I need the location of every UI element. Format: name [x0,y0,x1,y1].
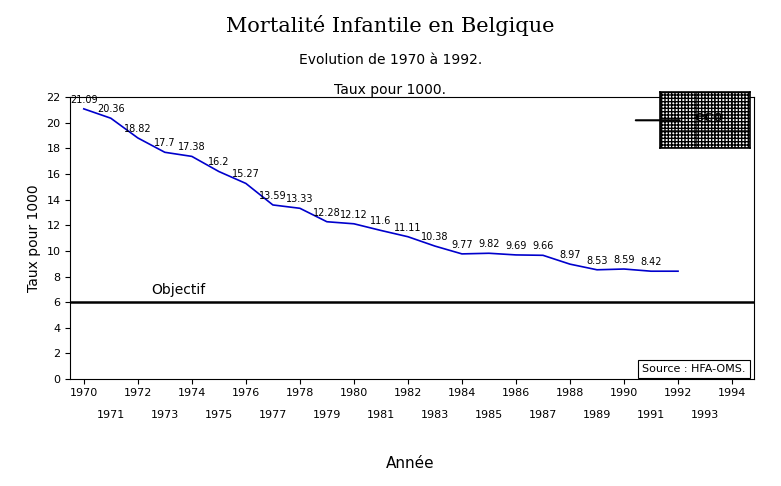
Text: 18.82: 18.82 [124,124,152,134]
Text: 1979: 1979 [312,410,341,419]
Text: 17.7: 17.7 [154,138,176,148]
Text: 13.59: 13.59 [259,191,287,201]
Text: 11.6: 11.6 [370,216,391,226]
Text: 20.36: 20.36 [97,104,125,114]
Text: Mortalité Infantile en Belgique: Mortalité Infantile en Belgique [226,15,555,35]
Y-axis label: Taux pour 1000: Taux pour 1000 [27,184,41,292]
Text: 10.38: 10.38 [421,232,449,242]
Text: 9.66: 9.66 [533,241,554,251]
Text: Année: Année [386,456,434,471]
Text: 9.82: 9.82 [478,239,500,249]
Text: 1989: 1989 [583,410,612,419]
Text: Objectif: Objectif [152,283,205,297]
Text: 11.11: 11.11 [394,223,422,233]
Text: 12.12: 12.12 [340,209,368,220]
Text: 1977: 1977 [259,410,287,419]
Text: 8.42: 8.42 [640,257,662,267]
Text: 1981: 1981 [367,410,395,419]
Text: 16.2: 16.2 [208,157,230,167]
Text: 13.33: 13.33 [286,194,314,204]
Text: Evolution de 1970 à 1992.: Evolution de 1970 à 1992. [299,53,482,68]
Text: 1975: 1975 [205,410,233,419]
Text: 8.97: 8.97 [559,250,581,260]
Text: 1983: 1983 [421,410,449,419]
Text: 1973: 1973 [151,410,179,419]
Text: 1991: 1991 [637,410,665,419]
Text: Source : HFA-OMS.: Source : HFA-OMS. [642,364,746,374]
Text: 17.38: 17.38 [178,142,205,152]
Text: 8.53: 8.53 [587,256,608,266]
Text: 9.77: 9.77 [451,240,473,250]
Text: 15.27: 15.27 [232,169,260,179]
Text: 9.69: 9.69 [505,241,526,251]
Text: 21.09: 21.09 [70,95,98,104]
Text: 1971: 1971 [97,410,125,419]
Text: 1985: 1985 [475,410,503,419]
Text: 12.28: 12.28 [313,208,341,218]
Text: 8.59: 8.59 [613,255,635,265]
Text: eco: eco [695,110,724,124]
Text: 1993: 1993 [691,410,719,419]
Text: 1987: 1987 [529,410,557,419]
Text: Taux pour 1000.: Taux pour 1000. [334,83,447,97]
